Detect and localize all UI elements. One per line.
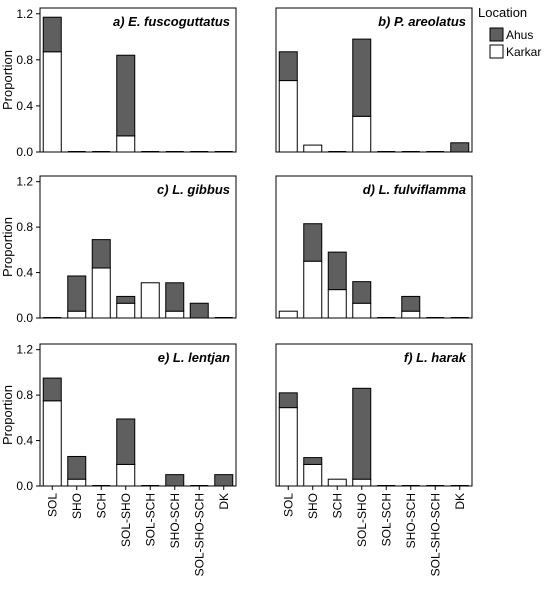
bar-ahus [116,418,136,465]
y-tick-label: 1.2 [16,175,33,189]
bar-karkar [327,478,347,487]
y-tick-label: 0.4 [16,266,33,280]
x-tick-label: SOL-SCH [143,493,157,546]
panel-title: f) L. harak [404,350,467,365]
bar-karkar [352,302,372,319]
y-axis-label: Proportion [0,217,15,277]
bar-ahus [116,295,136,304]
bar-ahus [278,392,298,409]
panel-5: e) L. lentjan 0.0 0.4 0.8 1.2 Proportion SOL SH… [0,343,237,576]
x-tick-label: SHO-SCH [168,493,182,548]
x-tick-label: SCH [94,493,108,518]
bar-karkar [278,80,298,153]
x-tick-label: SOL-SHO-SCH [192,493,206,576]
y-tick-label: 0.8 [16,220,33,234]
bar-ahus [401,295,421,312]
legend-label-karkar: Karkar [506,45,541,59]
panel-title: c) L. gibbus [157,182,230,197]
bar-ahus [165,282,185,312]
y-tick-label: 0.8 [16,53,33,67]
x-tick-label: SOL-SHO [355,493,369,547]
legend-swatch-ahus [489,27,504,42]
bar-ahus [42,16,62,53]
bar-karkar [116,135,136,153]
legend-label-ahus: Ahus [506,28,533,42]
bar-karkar [303,144,323,153]
bar-ahus [91,239,111,269]
bar-ahus [165,474,185,487]
bar-karkar [67,478,87,487]
y-axis-label: Proportion [0,50,15,110]
bar-karkar [67,310,87,319]
bar-karkar [42,400,62,487]
panel-title: d) L. fulviflamma [363,182,466,197]
y-tick-label: 0.8 [16,388,33,402]
bar-karkar [401,310,421,319]
bar-ahus [303,223,323,262]
y-tick-label: 0.0 [16,479,33,493]
panels: a) E. fuscoguttatus 0.0 0.4 0.8 1.2 Proportio… [0,7,473,576]
bar-karkar [42,51,62,153]
bar-ahus [67,455,87,480]
x-tick-label: SCH [330,493,344,518]
bar-karkar [303,463,323,487]
bar-karkar [278,407,298,487]
panel-title: a) E. fuscoguttatus [113,14,230,29]
bar-ahus [352,387,372,480]
bar-karkar [165,310,185,319]
y-tick-label: 0.0 [16,311,33,325]
panel-frame [275,7,473,153]
panel-2: b) P. areolatus [275,7,473,153]
bar-karkar [352,115,372,153]
bar-karkar [278,310,298,319]
panel-frame [39,7,237,153]
bar-ahus [352,38,372,117]
x-tick-label: SOL-SCH [379,493,393,546]
panel-1: a) E. fuscoguttatus 0.0 0.4 0.8 1.2 Proportio… [0,7,237,159]
bar-ahus [450,142,470,153]
x-tick-label: SOL [281,493,295,517]
bar-ahus [42,377,62,402]
bar-karkar [91,267,111,319]
bar-karkar [303,260,323,319]
bar-karkar [116,463,136,487]
y-tick-label: 1.2 [16,343,33,357]
bar-ahus [352,281,372,304]
bar-karkar [327,289,347,319]
x-tick-label: SHO [70,493,84,519]
bar-ahus [116,54,136,137]
y-tick-label: 0.4 [16,434,33,448]
panel-4: d) L. fulviflamma [275,175,473,319]
bar-ahus [189,302,209,319]
bar-ahus [67,275,87,312]
panel-6: f) L. harak SOL SHO SCH SOL-SHO SOL-SCH SHO-SC… [275,343,473,576]
panel-title: e) L. lentjan [158,350,230,365]
x-tick-label: SOL-SHO [119,493,133,547]
y-tick-label: 0.0 [16,145,33,159]
x-tick-label: SOL [45,493,59,517]
x-tick-label: SHO [306,493,320,519]
bar-karkar [116,302,136,319]
legend-swatch-karkar [489,44,504,59]
bar-karkar [140,282,160,319]
x-tick-label: DK [453,493,467,510]
bar-ahus [278,51,298,82]
panel-title: b) P. areolatus [378,14,466,29]
y-tick-label: 0.4 [16,99,33,113]
panel-3: c) L. gibbus 0.0 0.4 0.8 1.2 Proportion [0,175,237,325]
legend: Location Ahus Karkar [478,5,541,59]
x-tick-label: SOL-SHO-SCH [428,493,442,576]
x-tick-label: DK [217,493,231,510]
bar-ahus [327,251,347,291]
y-axis-label: Proportion [0,385,15,445]
x-tick-label: SHO-SCH [404,493,418,548]
y-tick-label: 1.2 [16,7,33,21]
legend-title: Location [478,5,527,20]
bar-ahus [303,457,323,465]
bar-ahus [214,474,234,487]
bar-karkar [352,478,372,487]
